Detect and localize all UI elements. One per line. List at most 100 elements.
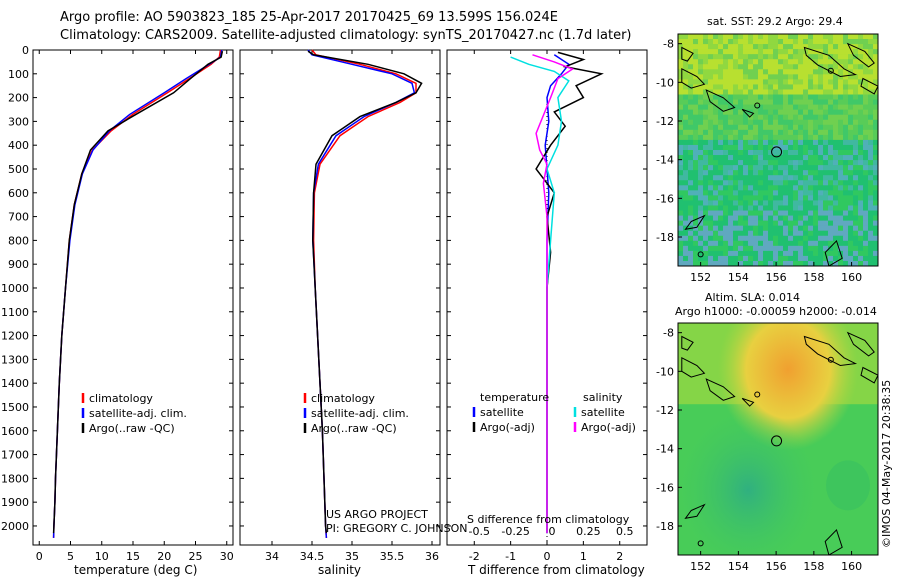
sst-pixel: [763, 185, 769, 191]
sst-pixel: [863, 99, 869, 105]
sst-pixel: [838, 144, 844, 151]
sst-pixel: [693, 114, 699, 121]
sst-pixel: [778, 84, 784, 90]
sst-pixel: [798, 245, 804, 252]
sst-pixel: [703, 235, 709, 242]
sst-pixel: [723, 54, 729, 60]
sst-map-ytick-label: -10: [656, 76, 674, 89]
sst-pixel: [828, 185, 834, 191]
sst-pixel: [718, 195, 724, 201]
sst-pixel: [773, 175, 779, 181]
sst-pixel: [853, 69, 859, 75]
sst-pixel: [803, 99, 809, 105]
sst-pixel: [728, 260, 734, 266]
sst-pixel: [848, 250, 854, 257]
sst-pixel: [773, 190, 779, 196]
sst-pixel: [763, 200, 769, 206]
sst-pixel: [823, 34, 829, 40]
sst-pixel: [853, 150, 859, 156]
sst-pixel: [833, 245, 839, 252]
sst-pixel: [843, 139, 849, 146]
sst-pixel: [868, 225, 874, 231]
sst-pixel: [773, 129, 779, 136]
sst-pixel: [713, 200, 719, 206]
sst-pixel: [798, 220, 804, 226]
difference-xtick-label: 0: [544, 550, 551, 563]
sst-pixel: [833, 94, 839, 100]
sst-pixel: [808, 215, 814, 221]
sst-pixel: [713, 144, 719, 151]
sst-pixel: [748, 160, 754, 166]
sst-pixel: [788, 180, 794, 186]
sst-pixel: [853, 220, 859, 226]
sst-pixel: [833, 64, 839, 70]
sst-pixel: [818, 150, 824, 156]
sst-pixel: [758, 170, 764, 176]
sst-pixel: [718, 205, 724, 211]
sst-pixel: [688, 260, 694, 266]
sst-pixel: [778, 235, 784, 242]
sst-pixel: [693, 190, 699, 196]
sst-pixel: [748, 59, 754, 65]
sst-pixel: [833, 260, 839, 266]
sla-map-ytick-label: -12: [656, 404, 674, 417]
sst-pixel: [853, 84, 859, 90]
sst-pixel: [728, 139, 734, 146]
sst-pixel: [838, 64, 844, 70]
sst-pixel: [683, 114, 689, 121]
sst-pixel: [753, 250, 759, 257]
sst-pixel: [838, 220, 844, 226]
sla-map-xtick-label: 160: [841, 560, 862, 573]
sst-pixel: [868, 230, 874, 237]
sst-map-ytick-label: -18: [656, 231, 674, 244]
sst-pixel: [698, 129, 704, 136]
sst-pixel: [813, 180, 819, 186]
sst-pixel: [703, 119, 709, 126]
sst-pixel: [808, 54, 814, 60]
sst-pixel: [713, 255, 719, 262]
sst-pixel: [728, 195, 734, 201]
sst-pixel: [733, 215, 739, 221]
sst-pixel: [758, 260, 764, 266]
sst-pixel: [838, 114, 844, 121]
sst-pixel: [748, 49, 754, 55]
sst-pixel: [743, 205, 749, 211]
sst-pixel: [708, 144, 714, 151]
sst-pixel: [753, 84, 759, 90]
sst-pixel: [748, 39, 754, 45]
sst-pixel: [803, 119, 809, 126]
sst-pixel: [848, 230, 854, 237]
sst-pixel: [723, 180, 729, 186]
sst-pixel: [728, 250, 734, 257]
sst-pixel: [703, 34, 709, 40]
sst-pixel: [803, 215, 809, 221]
sst-pixel: [683, 220, 689, 226]
sst-pixel: [688, 250, 694, 257]
depth-tick-label: 600: [8, 187, 29, 200]
sst-pixel: [833, 215, 839, 221]
sst-pixel: [868, 160, 874, 166]
sst-pixel: [788, 124, 794, 131]
sst-pixel: [778, 39, 784, 45]
sst-pixel: [813, 185, 819, 191]
sst-pixel: [698, 104, 704, 110]
sst-pixel: [838, 139, 844, 146]
sst-pixel: [733, 124, 739, 131]
sst-pixel: [823, 165, 829, 171]
sst-pixel: [718, 124, 724, 131]
sst-pixel: [758, 54, 764, 60]
sst-pixel: [683, 99, 689, 105]
sst-pixel: [843, 39, 849, 45]
sst-pixel: [728, 210, 734, 216]
sst-pixel: [768, 89, 774, 95]
sst-pixel: [868, 49, 874, 55]
sst-pixel: [798, 195, 804, 201]
sst-pixel: [693, 54, 699, 60]
sst-pixel: [858, 84, 864, 90]
sst-pixel: [758, 134, 764, 141]
sst-pixel: [813, 109, 819, 115]
sst-pixel: [713, 160, 719, 166]
sst-pixel: [753, 64, 759, 70]
sst-pixel: [698, 205, 704, 211]
sst-pixel: [813, 155, 819, 161]
